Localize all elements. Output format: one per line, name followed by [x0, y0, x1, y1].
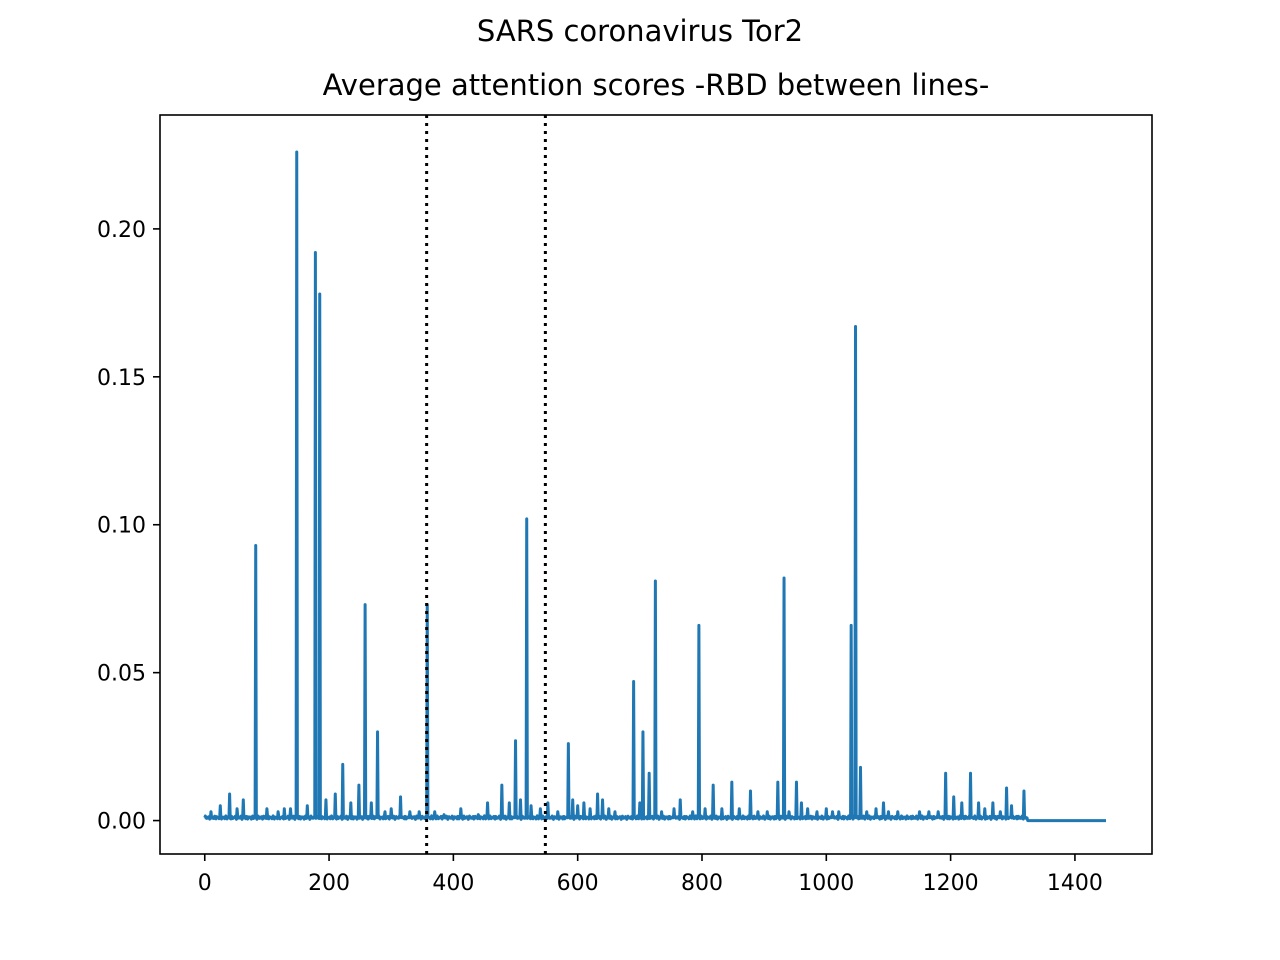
x-tick-label: 0 [198, 871, 212, 896]
chart-suptitle: SARS coronavirus Tor2 [476, 14, 804, 48]
y-tick-label: 0.15 [97, 366, 146, 391]
y-axis: 0.00 0.05 0.10 0.15 0.20 [97, 218, 160, 835]
x-axis: 0 200 400 600 800 1000 1200 1400 [198, 854, 1103, 896]
y-tick-label: 0.10 [97, 514, 146, 539]
series-layer [203, 150, 1107, 823]
chart-title: Average attention scores -RBD between li… [322, 68, 990, 102]
x-tick-label: 400 [432, 871, 474, 896]
vline-layer [425, 115, 547, 854]
x-tick-label: 600 [557, 871, 599, 896]
axes-frame [159, 114, 1153, 855]
x-tick-label: 200 [308, 871, 350, 896]
x-tick-label: 1200 [923, 871, 979, 896]
x-tick-label: 800 [681, 871, 723, 896]
x-tick-label: 1000 [798, 871, 854, 896]
x-tick-label: 1400 [1047, 871, 1103, 896]
y-tick-label: 0.05 [97, 662, 146, 687]
y-tick-label: 0.00 [97, 810, 146, 835]
y-tick-label: 0.20 [97, 218, 146, 243]
series-line [203, 150, 1107, 823]
